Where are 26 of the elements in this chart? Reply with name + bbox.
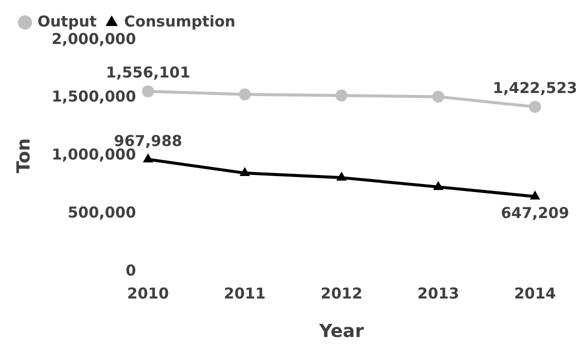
y-tick-label: 0 bbox=[126, 261, 136, 280]
point bbox=[336, 172, 347, 181]
point bbox=[529, 100, 541, 113]
point bbox=[142, 85, 154, 98]
y-tick-label: 2,000,000 bbox=[52, 30, 136, 48]
point bbox=[336, 90, 348, 102]
x-tick-label: 2012 bbox=[320, 284, 362, 302]
point bbox=[238, 88, 251, 100]
point bbox=[530, 190, 540, 200]
data-label: 1,556,101 bbox=[106, 64, 190, 82]
x-tick-label: 2010 bbox=[127, 284, 169, 302]
x-tick-label: 2014 bbox=[514, 284, 556, 302]
point bbox=[433, 180, 444, 190]
y-tick-label: 1,500,000 bbox=[52, 88, 136, 106]
legend-label: Output bbox=[38, 12, 97, 30]
legend-label: Consumption bbox=[124, 12, 236, 30]
point bbox=[142, 153, 154, 162]
x-tick-label: 2011 bbox=[224, 284, 266, 302]
y-axis-title: Ton bbox=[13, 138, 34, 174]
point bbox=[240, 167, 250, 176]
x-tick-label: 2013 bbox=[417, 284, 460, 302]
x-axis-title: Year bbox=[318, 320, 364, 342]
data-label: 647,209 bbox=[500, 204, 570, 222]
data-label: 1,422,523 bbox=[492, 79, 578, 98]
point bbox=[432, 90, 444, 103]
y-tick-label: 500,000 bbox=[68, 203, 136, 222]
